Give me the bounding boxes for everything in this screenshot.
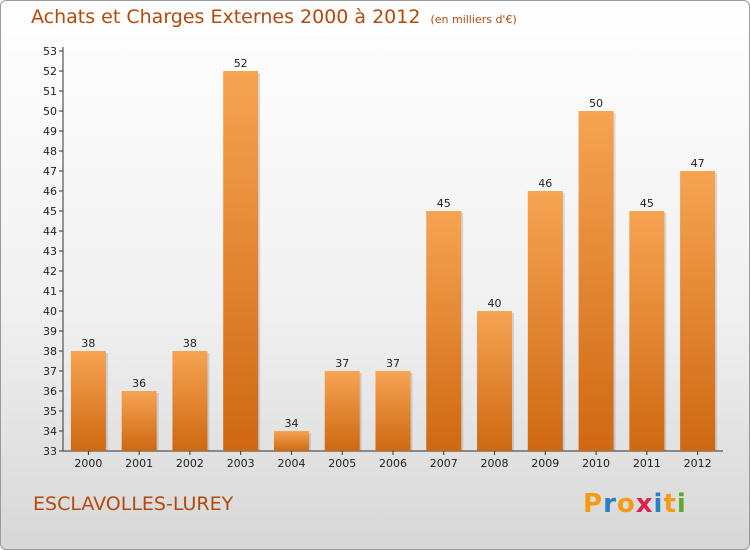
bar-value-label: 45 (640, 197, 654, 210)
bar (477, 311, 513, 451)
y-tick-label: 39 (43, 325, 57, 338)
x-tick-label: 2002 (176, 457, 204, 470)
bar-value-label: 36 (132, 377, 146, 390)
y-tick-label: 44 (43, 225, 57, 238)
bar-value-label: 37 (386, 357, 400, 370)
x-tick-label: 2005 (328, 457, 356, 470)
bar-value-label: 52 (234, 57, 248, 70)
bar (527, 191, 563, 451)
y-tick-label: 43 (43, 245, 57, 258)
bar-value-label: 37 (335, 357, 349, 370)
bars (70, 71, 718, 451)
y-tick-label: 36 (43, 385, 57, 398)
x-tick-label: 2006 (379, 457, 407, 470)
x-tick-label: 2000 (74, 457, 102, 470)
bar (375, 371, 411, 451)
bar-value-label: 34 (284, 417, 298, 430)
y-tick-label: 34 (43, 425, 57, 438)
bar-value-label: 40 (488, 297, 502, 310)
bar-value-label: 47 (691, 157, 705, 170)
x-tick-label: 2012 (684, 457, 712, 470)
x-tick-label: 2009 (531, 457, 559, 470)
bar (121, 391, 157, 451)
y-tick-label: 47 (43, 165, 57, 178)
y-tick-label: 42 (43, 265, 57, 278)
x-tick-label: 2008 (481, 457, 509, 470)
y-tick-label: 51 (43, 85, 57, 98)
bar (426, 211, 462, 451)
x-tick-label: 2011 (633, 457, 661, 470)
bar (629, 211, 665, 451)
y-tick-label: 41 (43, 285, 57, 298)
bar (223, 71, 259, 451)
bar-value-label: 38 (183, 337, 197, 350)
x-tick-label: 2007 (430, 457, 458, 470)
chart-title: Achats et Charges Externes 2000 à 2012 (e… (31, 6, 517, 28)
labels: 38 2000 36 2001 38 2002 52 2003 34 2004 37 2005 37 20… (74, 57, 711, 470)
logo-letter: P (583, 489, 604, 519)
y-tick-label: 38 (43, 345, 57, 358)
y-tick-label: 40 (43, 305, 57, 318)
bar-value-label: 45 (437, 197, 451, 210)
logo-letter: i (653, 489, 664, 519)
bar (273, 431, 309, 451)
logo-letter: x (635, 489, 654, 519)
bar (172, 351, 208, 451)
y-tick-label: 45 (43, 205, 57, 218)
bar-value-label: 38 (81, 337, 95, 350)
y-tick-label: 50 (43, 105, 57, 118)
y-tick-label: 49 (43, 125, 57, 138)
proxiti-logo: Proxiti (583, 489, 687, 519)
bar (324, 371, 360, 451)
logo-letter: t (663, 489, 677, 519)
y-tick-label: 46 (43, 185, 57, 198)
commune-name: ESCLAVOLLES-LUREY (33, 493, 234, 515)
y-tick-label: 48 (43, 145, 57, 158)
y-tick-label: 35 (43, 405, 57, 418)
y-tick-label: 33 (43, 445, 57, 458)
y-tick-label: 52 (43, 65, 57, 78)
y-tick-label: 53 (43, 45, 57, 58)
x-tick-label: 2004 (277, 457, 305, 470)
y-tick-label: 37 (43, 365, 57, 378)
x-tick-label: 2003 (227, 457, 255, 470)
bar (70, 351, 106, 451)
bar-value-label: 46 (538, 177, 552, 190)
unit-note: (en milliers d'€) (430, 13, 517, 26)
title-text: Achats et Charges Externes 2000 à 2012 (31, 6, 421, 28)
bar-value-label: 50 (589, 97, 603, 110)
x-tick-label: 2010 (582, 457, 610, 470)
bar (680, 171, 716, 451)
x-tick-label: 2001 (125, 457, 153, 470)
logo-letter: i (676, 489, 687, 519)
logo-letter: r (603, 489, 617, 519)
logo-letter: o (616, 489, 636, 519)
bar (578, 111, 614, 451)
